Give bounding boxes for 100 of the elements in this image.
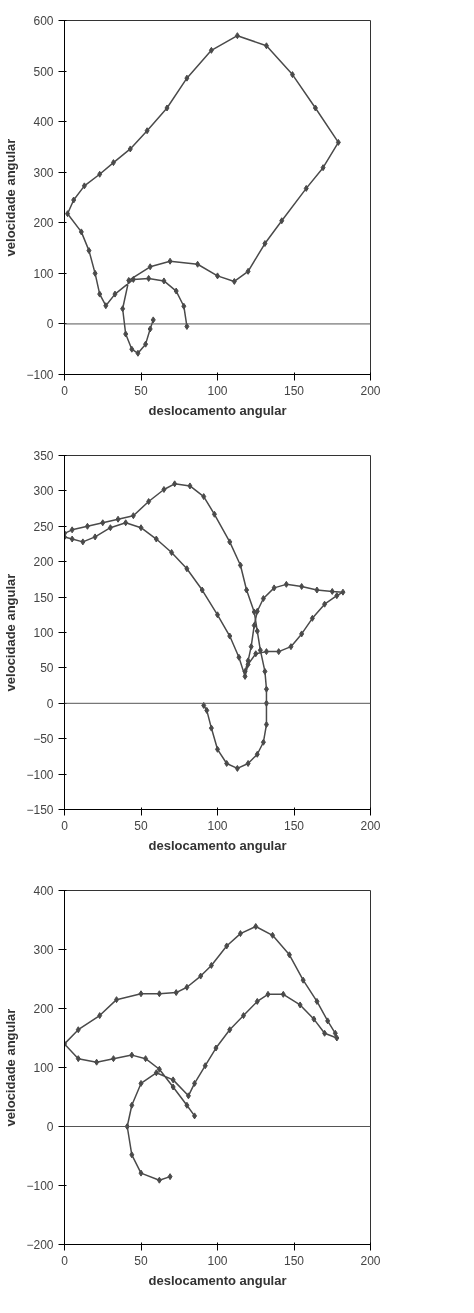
- point: [192, 1079, 198, 1087]
- y-tick-label: 300: [33, 484, 54, 499]
- point: [138, 990, 144, 998]
- point: [100, 519, 106, 527]
- y-axis-title: velocidade angular: [3, 1008, 19, 1127]
- y-axis-title: velocidade angular: [3, 573, 19, 692]
- point: [97, 170, 103, 178]
- point: [257, 646, 263, 654]
- point: [329, 587, 335, 595]
- point: [299, 582, 305, 590]
- point: [129, 345, 135, 353]
- point: [114, 996, 120, 1004]
- point: [340, 588, 346, 596]
- x-axis-title: deslocamento angular: [148, 402, 287, 418]
- point: [184, 565, 190, 573]
- point: [169, 549, 175, 556]
- point: [120, 305, 126, 313]
- point: [181, 302, 187, 310]
- x-tick-label: 200: [360, 383, 381, 398]
- point: [198, 972, 204, 980]
- point: [71, 196, 77, 204]
- point: [97, 290, 103, 298]
- point: [334, 1034, 340, 1042]
- x-tick-label: 200: [360, 1253, 381, 1268]
- y-tick-label: 100: [33, 626, 54, 640]
- point: [263, 685, 269, 693]
- point: [130, 275, 136, 283]
- y-tick-label: 350: [33, 449, 54, 463]
- x-tick-label: 150: [283, 818, 305, 833]
- point: [227, 632, 233, 640]
- point: [208, 46, 214, 54]
- point: [322, 600, 328, 608]
- point: [112, 290, 118, 298]
- y-tick-label: 0: [46, 696, 54, 711]
- point: [164, 104, 170, 112]
- point: [138, 1169, 144, 1177]
- point: [208, 724, 214, 732]
- y-tick-label: −200: [26, 1238, 54, 1252]
- y-tick-label: 600: [33, 14, 54, 28]
- point: [202, 1062, 208, 1070]
- point: [147, 263, 153, 271]
- point: [242, 667, 248, 675]
- point: [297, 1001, 303, 1009]
- point: [299, 630, 305, 638]
- point: [253, 922, 259, 930]
- y-tick-label: −50: [33, 732, 54, 747]
- point: [146, 498, 152, 506]
- x-tick-label: 50: [134, 383, 148, 398]
- point: [224, 759, 230, 767]
- point: [129, 1051, 135, 1059]
- point: [184, 1101, 190, 1109]
- point: [143, 1055, 149, 1063]
- x-tick-label: 50: [134, 818, 148, 833]
- point: [244, 586, 250, 594]
- x-tick-label: 50: [134, 1253, 148, 1268]
- point: [263, 721, 269, 729]
- point: [173, 287, 179, 295]
- y-tick-label: 100: [33, 1061, 54, 1075]
- point: [224, 942, 230, 950]
- point: [201, 701, 207, 709]
- point: [172, 480, 178, 488]
- point: [138, 524, 144, 532]
- point: [314, 997, 320, 1005]
- point: [147, 325, 153, 333]
- point: [280, 990, 286, 998]
- point: [127, 145, 133, 153]
- point: [334, 592, 340, 600]
- point: [283, 580, 289, 588]
- point: [201, 493, 207, 501]
- point: [156, 1176, 162, 1184]
- point: [237, 930, 243, 938]
- point: [265, 990, 271, 998]
- y-tick-label: 0: [46, 1120, 54, 1134]
- point: [94, 1058, 100, 1066]
- y-tick-label: 200: [33, 1002, 54, 1016]
- point: [161, 485, 167, 493]
- point: [103, 302, 109, 310]
- point: [199, 586, 205, 594]
- point: [208, 961, 214, 969]
- point: [170, 1076, 176, 1084]
- point: [288, 643, 294, 651]
- point: [234, 32, 240, 40]
- x-tick-label: 0: [61, 1253, 69, 1268]
- point: [65, 210, 71, 218]
- point: [303, 184, 309, 192]
- point: [263, 42, 269, 50]
- y-tick-label: 300: [33, 943, 54, 957]
- point: [213, 1044, 219, 1052]
- point: [322, 1029, 328, 1037]
- point: [254, 997, 260, 1005]
- y-tick-label: −100: [26, 368, 54, 382]
- y-tick-label: 50: [40, 661, 54, 676]
- point: [81, 182, 87, 190]
- y-tick-label: 400: [33, 115, 54, 130]
- x-tick-label: 150: [283, 1253, 305, 1268]
- point: [123, 330, 129, 338]
- point: [320, 164, 326, 172]
- point: [123, 519, 129, 527]
- point: [286, 951, 292, 959]
- point: [144, 127, 150, 135]
